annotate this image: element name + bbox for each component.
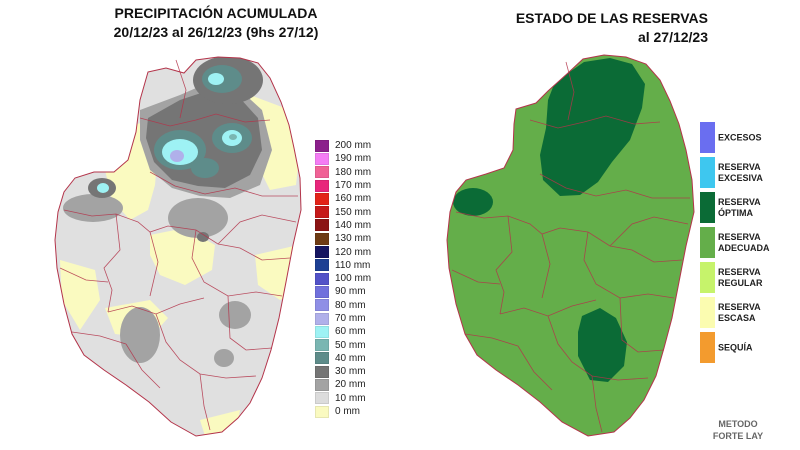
precipitation-title-line2: 20/12/23 al 26/12/23 (9hs 27/12): [113, 24, 319, 40]
reserves-title: ESTADO DE LAS RESERVAS al 27/12/23: [470, 9, 708, 47]
legend-swatch: [700, 227, 715, 258]
legend-item-180: 180 mm: [315, 166, 371, 179]
legend-item-reserva-escasa: RESERVA ESCASA: [700, 297, 790, 328]
legend-label: 160 mm: [335, 193, 372, 205]
legend-label: RESERVA ÓPTIMA: [718, 196, 761, 218]
legend-swatch: [315, 325, 329, 338]
legend-item-120: 120 mm: [315, 245, 372, 259]
legend-label: 190 mm: [335, 153, 372, 165]
legend-swatch: [315, 246, 329, 259]
legend-swatch: [315, 152, 329, 165]
legend-label: RESERVA EXCESIVA: [718, 161, 763, 183]
legend-label: EXCESOS: [718, 132, 762, 142]
legend-label: RESERVA REGULAR: [718, 266, 763, 288]
legend-label: 200 mm: [335, 140, 372, 152]
legend-label: RESERVA ADECUADA: [718, 231, 770, 253]
legend-label: 110 mm: [335, 259, 371, 271]
legend-label: 30 mm: [335, 366, 366, 378]
legend-item-50: 50 mm: [315, 338, 371, 352]
legend-swatch: [700, 192, 715, 223]
legend-label: 10 mm: [335, 392, 366, 404]
legend-item-110: 110 mm: [315, 259, 371, 272]
legend-label: 150 mm: [335, 206, 372, 218]
legend-item-140: 140 mm: [315, 219, 371, 232]
legend-swatch: [315, 405, 329, 418]
legend-swatch: [315, 206, 329, 219]
legend-label: 70 mm: [335, 313, 366, 324]
legend-label: 50 mm: [335, 339, 366, 351]
legend-label: SEQUÍA: [718, 342, 753, 352]
legend-item-100: 100 mm: [315, 272, 371, 285]
legend-label: 0 mm: [335, 406, 360, 418]
method-line2: FORTE LAY: [712, 431, 764, 441]
reserves-title-line1: ESTADO DE LAS RESERVAS: [515, 10, 708, 26]
legend-swatch: [315, 365, 329, 378]
legend-swatch: [315, 232, 329, 245]
legend-item-80: 80 mm: [315, 299, 371, 312]
legend-swatch: [315, 272, 329, 285]
legend-item-reserva-regular: RESERVA REGULAR: [700, 262, 790, 293]
reserves-title-line2: al 27/12/23: [637, 29, 708, 45]
legend-swatch: [315, 259, 329, 272]
reserves-legend: EXCESOS RESERVA EXCESIVA RESERVA ÓPTIMA RE…: [700, 122, 790, 367]
legend-item-reserva-adecuada: RESERVA ADECUADA: [700, 227, 790, 258]
legend-swatch: [315, 285, 329, 298]
legend-swatch: [315, 166, 329, 179]
reserves-map: [446, 54, 695, 437]
legend-swatch: [700, 157, 715, 188]
legend-swatch: [315, 219, 329, 232]
legend-label: 100 mm: [335, 273, 372, 285]
precipitation-title: PRECIPITACIÓN ACUMULADA 20/12/23 al 26/1…: [96, 4, 336, 42]
method-caption: METODO FORTE LAY: [700, 418, 776, 442]
legend-swatch: [315, 392, 329, 405]
legend-item-sequia: SEQUÍA: [700, 332, 790, 363]
precipitation-legend: 200 mm 190 mm 180 mm 170 mm 160 mm 150 m…: [315, 139, 371, 418]
legend-swatch: [700, 262, 715, 293]
legend-item-10: 10 mm: [315, 392, 371, 405]
legend-item-160: 160 mm: [315, 192, 371, 205]
legend-label: 90 mm: [335, 286, 366, 298]
legend-item-170: 170 mm: [315, 179, 371, 192]
legend-label: 20 mm: [335, 379, 366, 391]
legend-swatch: [315, 179, 329, 192]
legend-label: 170 mm: [335, 180, 372, 192]
legend-swatch: [315, 339, 329, 352]
legend-item-150: 150 mm: [315, 205, 372, 219]
legend-item-0: 0 mm: [315, 405, 371, 418]
legend-swatch: [315, 299, 329, 312]
legend-label: 40 mm: [335, 352, 366, 364]
precipitation-title-line1: PRECIPITACIÓN ACUMULADA: [114, 5, 318, 21]
legend-item-60: 60 mm: [315, 325, 371, 338]
legend-label: 130 mm: [335, 233, 372, 245]
legend-item-190: 190 mm: [315, 152, 371, 165]
legend-label: 80 mm: [335, 299, 366, 311]
legend-label: 120 mm: [335, 246, 372, 258]
precipitation-map: [54, 56, 302, 437]
legend-item-reserva-optima: RESERVA ÓPTIMA: [700, 192, 790, 223]
legend-swatch: [700, 122, 715, 153]
legend-item-excesos: EXCESOS: [700, 122, 790, 153]
legend-item-40: 40 mm: [315, 352, 371, 365]
legend-item-200: 200 mm: [315, 139, 371, 152]
legend-swatch: [315, 312, 329, 325]
legend-item-130: 130 mm: [315, 232, 371, 245]
legend-item-reserva-excesiva: RESERVA EXCESIVA: [700, 157, 790, 188]
legend-item-30: 30 mm: [315, 365, 371, 378]
legend-item-20: 20 mm: [315, 378, 371, 391]
legend-swatch: [700, 297, 715, 328]
legend-swatch: [700, 332, 715, 363]
legend-label: 180 mm: [335, 166, 372, 178]
legend-swatch: [315, 352, 329, 365]
legend-swatch: [315, 192, 329, 205]
legend-item-90: 90 mm: [315, 285, 371, 298]
legend-label: RESERVA ESCASA: [718, 301, 761, 323]
legend-label: 60 mm: [335, 326, 366, 338]
legend-item-70: 70 mm: [315, 312, 371, 325]
method-line1: METODO: [718, 419, 758, 429]
legend-label: 140 mm: [335, 219, 372, 231]
legend-swatch: [315, 139, 329, 152]
legend-swatch: [315, 378, 329, 391]
